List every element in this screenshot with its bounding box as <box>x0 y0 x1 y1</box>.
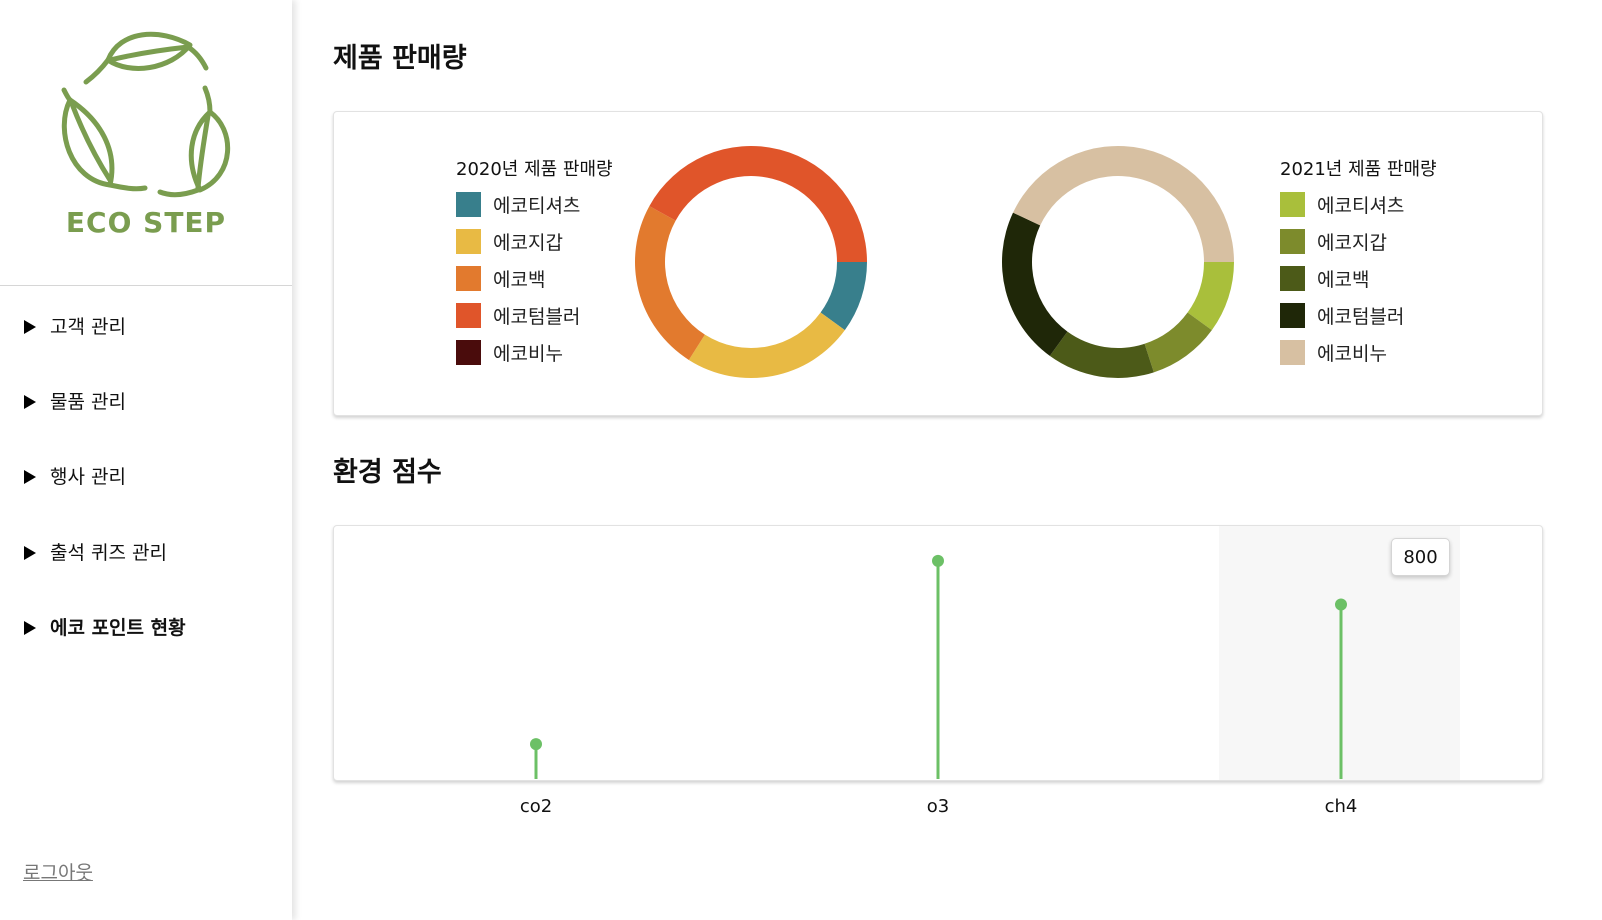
legend-label: 에코지갑 <box>493 232 563 254</box>
legend-label: 에코지갑 <box>1317 232 1387 254</box>
legend-swatch <box>456 266 481 291</box>
legend-item[interactable]: 에코비누 <box>1280 339 1387 366</box>
nav-item-label: 출석 퀴즈 관리 <box>50 542 167 564</box>
legend-item[interactable]: 에코지갑 <box>1280 228 1387 255</box>
lollipop-point-co2[interactable] <box>530 738 542 751</box>
legend-item[interactable]: 에코백 <box>1280 265 1369 292</box>
legend-item[interactable]: 에코티셔츠 <box>456 191 580 218</box>
lollipop-chart <box>530 554 1347 779</box>
page-title-sales: 제품 판매량 <box>333 43 467 74</box>
triangle-right-icon <box>24 621 36 635</box>
legend-label: 에코백 <box>1317 269 1370 291</box>
donut-slice-에코지갑[interactable] <box>688 312 845 378</box>
logo-area: ECO STEP <box>0 0 292 286</box>
legend-label: 에코티셔츠 <box>493 195 581 217</box>
legend-swatch <box>1280 229 1305 254</box>
donut-chart-2020 <box>635 145 867 378</box>
donut-slice-에코백[interactable] <box>1049 331 1154 378</box>
sales-chart-card <box>333 111 1543 416</box>
brand-name: ECO STEP <box>65 206 227 239</box>
nav-item-quiz[interactable]: 출석 퀴즈 관리 <box>24 538 167 565</box>
x-tick-label: ch4 <box>1324 796 1358 817</box>
legend-label: 에코텀블러 <box>1317 306 1405 328</box>
legend-swatch <box>456 229 481 254</box>
legend-swatch <box>456 192 481 217</box>
lollipop-point-ch4[interactable] <box>1335 598 1347 611</box>
page-title-score: 환경 점수 <box>333 457 442 488</box>
triangle-right-icon <box>24 395 36 409</box>
nav-item-event[interactable]: 행사 관리 <box>24 462 126 489</box>
legend-title-2020: 2020년 제품 판매량 <box>456 159 613 180</box>
donut-slice-에코백[interactable] <box>635 206 705 360</box>
legend-item[interactable]: 에코티셔츠 <box>1280 191 1404 218</box>
donut-slice-에코비누[interactable] <box>1013 145 1234 262</box>
triangle-right-icon <box>24 470 36 484</box>
legend-swatch <box>1280 266 1305 291</box>
nav-item-label: 물품 관리 <box>50 391 126 413</box>
legend-label: 에코백 <box>493 269 546 291</box>
donut-slice-에코텀블러[interactable] <box>649 145 867 262</box>
legend-item[interactable]: 에코지갑 <box>456 228 563 255</box>
legend-label: 에코티셔츠 <box>1317 195 1405 217</box>
triangle-right-icon <box>24 546 36 560</box>
legend-item[interactable]: 에코백 <box>456 265 545 292</box>
x-tick-label: co2 <box>519 796 553 817</box>
donut-slice-에코티셔츠[interactable] <box>1187 262 1234 331</box>
nav-item-label: 에코 포인트 현황 <box>50 617 186 639</box>
logout-link[interactable]: 로그아웃 <box>23 862 93 884</box>
legend-item[interactable]: 에코텀블러 <box>456 302 580 329</box>
legend-label: 에코텀블러 <box>493 306 581 328</box>
donut-chart-2021 <box>1002 145 1234 378</box>
legend-label: 에코비누 <box>1317 343 1387 365</box>
legend-item[interactable]: 에코텀블러 <box>1280 302 1404 329</box>
nav-item-customer[interactable]: 고객 관리 <box>24 312 126 339</box>
donut-slice-에코지갑[interactable] <box>1144 312 1212 373</box>
lollipop-point-o3[interactable] <box>932 554 944 567</box>
nav-item-label: 고객 관리 <box>50 316 126 338</box>
recycle-leaf-icon <box>61 31 231 198</box>
donut-slice-에코티셔츠[interactable] <box>820 262 867 331</box>
legend-label: 에코비누 <box>493 343 563 365</box>
legend-swatch <box>1280 303 1305 328</box>
legend-swatch <box>456 303 481 328</box>
nav-item-eco-point[interactable]: 에코 포인트 현황 <box>24 613 186 640</box>
value-tooltip: 800 <box>1391 538 1450 576</box>
legend-swatch <box>1280 192 1305 217</box>
legend-swatch <box>1280 340 1305 365</box>
donut-slice-에코텀블러[interactable] <box>1002 212 1068 356</box>
sidebar: ECO STEP 고객 관리 물품 관리 행사 관리 출석 퀴즈 관리 에코 포… <box>0 0 292 920</box>
nav-item-goods[interactable]: 물품 관리 <box>24 387 126 414</box>
nav-item-label: 행사 관리 <box>50 466 126 488</box>
triangle-right-icon <box>24 320 36 334</box>
legend-swatch <box>456 340 481 365</box>
legend-item[interactable]: 에코비누 <box>456 339 563 366</box>
x-tick-label: o3 <box>926 796 950 817</box>
legend-title-2021: 2021년 제품 판매량 <box>1280 159 1437 180</box>
